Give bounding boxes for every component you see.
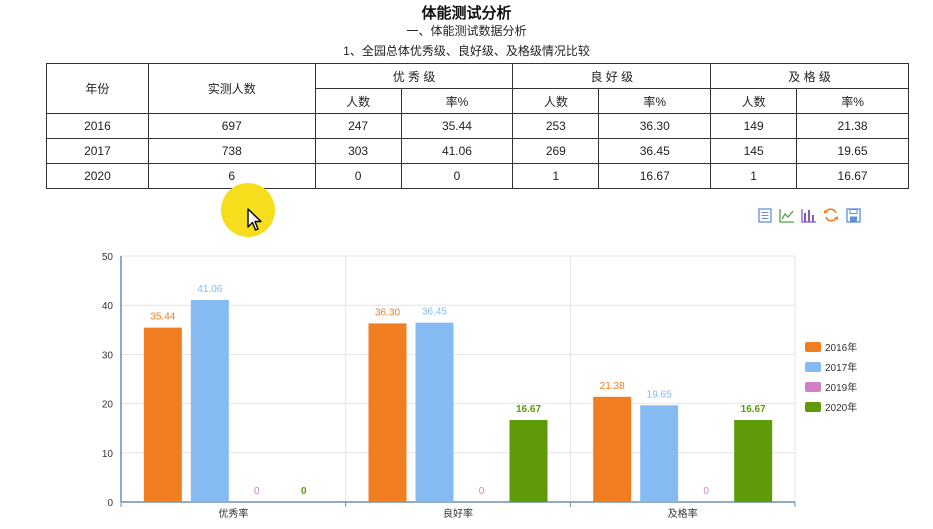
legend-swatch [805, 402, 821, 412]
bar [190, 299, 229, 502]
cell-pass-rate: 19.65 [796, 138, 909, 164]
bar [368, 323, 407, 502]
y-tick-label: 30 [102, 350, 114, 361]
legend-label: 2020年 [825, 401, 857, 414]
y-tick-label: 20 [102, 400, 114, 411]
cell-excellent-rate: 0 [400, 163, 514, 189]
data-label: 36.45 [422, 307, 447, 318]
data-label: 41.06 [197, 284, 222, 295]
section-title: 一、体能测试数据分析 [406, 24, 527, 38]
cell-good-count: 269 [512, 138, 600, 164]
legend-swatch [805, 342, 821, 352]
save-image-icon[interactable] [845, 207, 861, 223]
chart-toolbox [757, 207, 861, 223]
cell-excellent-count: 0 [314, 163, 402, 189]
cell-good-count: 253 [512, 113, 600, 139]
y-tick-label: 40 [102, 301, 114, 312]
cell-excellent-count: 247 [314, 113, 402, 139]
bar [143, 327, 182, 502]
cell-pass-count: 149 [710, 113, 798, 139]
table-row: 2017 738 303 41.06 269 36.45 145 19.65 [46, 138, 909, 164]
header-good: 良 好 级 [512, 63, 712, 89]
subsection-title: 1、全园总体优秀级、良好级、及格级情况比较 [343, 44, 590, 58]
data-label: 35.44 [150, 312, 175, 323]
x-tick-label: 优秀率 [218, 507, 248, 520]
cell-total: 6 [147, 163, 316, 189]
legend-label: 2019年 [825, 381, 857, 394]
header-total: 实测人数 [147, 63, 316, 114]
cell-total: 697 [147, 113, 316, 139]
data-label: 16.67 [741, 404, 766, 415]
subheader-rate: 率% [796, 88, 909, 114]
cell-pass-rate: 16.67 [796, 163, 909, 189]
bar-chart-icon[interactable] [801, 207, 817, 223]
legend-swatch [805, 362, 821, 372]
cell-year: 2016 [46, 113, 149, 139]
subheader-rate: 率% [400, 88, 514, 114]
subheader-count: 人数 [710, 88, 798, 114]
cell-year: 2017 [46, 138, 149, 164]
cell-pass-rate: 21.38 [796, 113, 909, 139]
y-tick-label: 0 [107, 498, 113, 509]
data-label: 16.67 [516, 404, 541, 415]
data-label: 21.38 [600, 381, 625, 392]
bar [415, 322, 454, 502]
bar [593, 396, 632, 502]
table-subheader-row: 人数 率% 人数 率% 人数 率% [47, 88, 909, 114]
refresh-icon[interactable] [823, 207, 839, 223]
table-header-row: 年份 实测人数 优 秀 级 良 好 级 及 格 级 [46, 63, 909, 114]
cell-pass-count: 1 [710, 163, 798, 189]
y-tick-label: 50 [102, 252, 114, 263]
header-excellent: 优 秀 级 [314, 63, 514, 89]
x-tick-label: 及格率 [668, 507, 698, 520]
cell-good-rate: 36.30 [598, 113, 712, 139]
data-label: 0 [301, 486, 307, 497]
legend-label: 2017年 [825, 361, 857, 374]
legend-swatch [805, 382, 821, 392]
cell-good-rate: 36.45 [598, 138, 712, 164]
data-view-icon[interactable] [757, 207, 773, 223]
header-year: 年份 [46, 63, 149, 114]
bar [640, 405, 679, 502]
cell-excellent-rate: 41.06 [400, 138, 514, 164]
data-label: 0 [479, 486, 485, 497]
mouse-cursor-icon [247, 208, 262, 231]
data-label: 19.65 [647, 389, 672, 400]
data-label: 36.30 [375, 307, 400, 318]
bar [734, 419, 773, 502]
cell-good-rate: 16.67 [598, 163, 712, 189]
table-row: 2016 697 247 35.44 253 36.30 149 21.38 [46, 113, 909, 139]
bar-chart: 0 10 20 30 40 50 优秀率 良好率 及格率 35.44 36.30 21.38 41.06… [102, 252, 857, 520]
data-label: 0 [703, 486, 709, 497]
cell-good-count: 1 [512, 163, 600, 189]
subheader-rate: 率% [598, 88, 712, 114]
line-chart-icon[interactable] [779, 207, 795, 223]
y-tick-label: 10 [102, 449, 114, 460]
page-title: 体能测试分析 [421, 5, 512, 22]
stats-table: 年份 实测人数 优 秀 级 良 好 级 及 格 级 人数 率% 人数 率% 人数… [46, 63, 909, 189]
legend-label: 2016年 [825, 341, 857, 354]
cell-year: 2020 [46, 163, 149, 189]
header-pass: 及 格 级 [710, 63, 909, 89]
cell-excellent-rate: 35.44 [400, 113, 514, 139]
cell-pass-count: 145 [710, 138, 798, 164]
cell-excellent-count: 303 [314, 138, 402, 164]
cell-total: 738 [147, 138, 316, 164]
bar [509, 419, 548, 502]
subheader-count: 人数 [314, 88, 402, 114]
x-tick-label: 良好率 [443, 507, 473, 520]
subheader-count: 人数 [512, 88, 600, 114]
table-row: 2020 6 0 0 1 16.67 1 16.67 [46, 163, 909, 189]
data-label: 0 [254, 486, 260, 497]
